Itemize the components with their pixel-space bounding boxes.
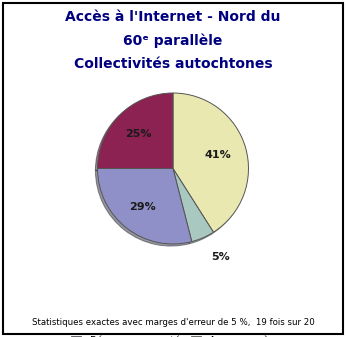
Wedge shape xyxy=(98,168,192,244)
Legend: Réseau commuté, Haute vitesse, Aucun accès, Autre: Réseau commuté, Haute vitesse, Aucun acc… xyxy=(71,336,275,337)
Text: Collectivités autochtones: Collectivités autochtones xyxy=(74,57,272,71)
Wedge shape xyxy=(98,93,173,168)
Text: Accès à l'Internet - Nord du: Accès à l'Internet - Nord du xyxy=(65,10,281,24)
Text: 5%: 5% xyxy=(211,252,230,262)
Wedge shape xyxy=(173,93,248,232)
Text: 25%: 25% xyxy=(125,129,152,139)
Wedge shape xyxy=(173,168,213,242)
Text: 60ᵉ parallèle: 60ᵉ parallèle xyxy=(123,34,223,48)
Text: Statistiques exactes avec marges d'erreur de 5 %,  19 fois sur 20: Statistiques exactes avec marges d'erreu… xyxy=(31,318,315,327)
Text: 29%: 29% xyxy=(129,202,156,212)
Text: 41%: 41% xyxy=(204,150,231,160)
